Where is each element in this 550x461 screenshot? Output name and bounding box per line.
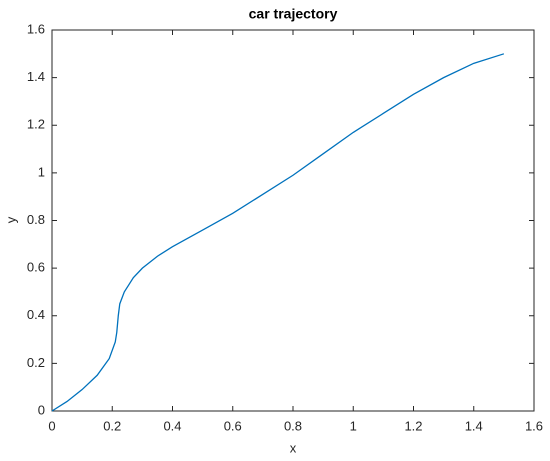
axes-box — [51, 29, 535, 412]
y-tick-label: 1 — [38, 164, 45, 179]
x-axis-label: x — [290, 440, 297, 455]
data-line — [51, 53, 505, 412]
y-tick-label: 0.6 — [27, 260, 45, 275]
y-tick-label: 1.2 — [27, 117, 45, 132]
y-tick-label: 0.4 — [27, 307, 45, 322]
x-tick-label: 1.6 — [525, 418, 543, 433]
y-tick-label: 1.4 — [27, 69, 45, 84]
y-axis-label: y — [3, 216, 18, 223]
chart-title: car trajectory — [249, 6, 338, 22]
y-tick-label: 0.8 — [27, 212, 45, 227]
x-tick-label: 1.4 — [465, 418, 483, 433]
x-tick-label: 0.2 — [103, 418, 121, 433]
x-tick-label: 0.6 — [224, 418, 242, 433]
y-tick-label: 0.2 — [27, 355, 45, 370]
x-tick-label: 1.2 — [404, 418, 422, 433]
x-tick-label: 1 — [350, 418, 357, 433]
x-tick-label: 0.4 — [163, 418, 181, 433]
y-tick-label: 1.6 — [27, 21, 45, 36]
y-tick-label: 0 — [38, 402, 45, 417]
x-tick-label: 0 — [48, 418, 55, 433]
x-tick-label: 0.8 — [284, 418, 302, 433]
